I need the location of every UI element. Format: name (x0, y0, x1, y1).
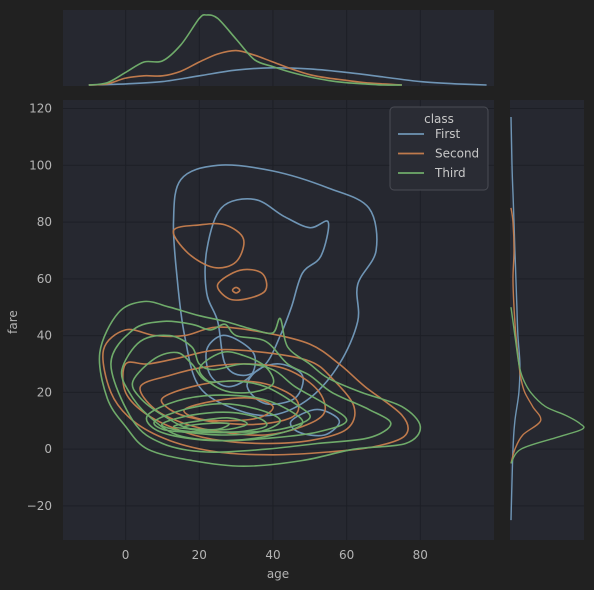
contour-first (204, 198, 330, 377)
y-axis-label: fare (6, 310, 20, 334)
contour-third (98, 300, 422, 467)
contour-third (153, 402, 282, 436)
contour-second (216, 268, 268, 301)
marginal-y-curve-first (510, 116, 521, 521)
x-tick-label: 0 (122, 548, 130, 562)
legend-label: Third (434, 166, 466, 180)
y-tick-label: −20 (27, 499, 52, 513)
marginal-y-curve-third (510, 307, 585, 464)
legend-title: class (424, 112, 454, 126)
right-marginal-curves (510, 116, 585, 521)
contour-second (122, 348, 356, 445)
x-tick-label: 80 (413, 548, 428, 562)
top-marginal-curves (88, 13, 487, 86)
y-tick-label: 80 (37, 215, 52, 229)
x-tick-label: 60 (339, 548, 354, 562)
contour-third (198, 350, 275, 394)
contour-first (246, 363, 304, 406)
contour-third (183, 422, 230, 431)
contour-third (145, 394, 304, 442)
y-tick-label: 0 (44, 442, 52, 456)
contour-first (289, 408, 341, 437)
legend: class First Second Third (389, 106, 489, 191)
tick-labels: 0 20 40 60 80 −20 0 20 40 60 80 100 120 (27, 102, 428, 562)
y-tick-label: 60 (37, 272, 52, 286)
contour-third (161, 411, 268, 434)
y-tick-label: 40 (37, 329, 52, 343)
legend-label: First (435, 127, 461, 141)
x-tick-label: 20 (192, 548, 207, 562)
y-tick-label: 20 (37, 385, 52, 399)
top-marginal-panel (63, 10, 494, 86)
x-tick-label: 40 (265, 548, 280, 562)
marginal-x-curve-first (88, 66, 487, 86)
right-marginal-panel (510, 100, 584, 540)
legend-box (389, 106, 489, 191)
y-tick-label: 120 (29, 102, 52, 116)
x-axis-label: age (267, 567, 289, 581)
y-tick-label: 100 (29, 158, 52, 172)
contour-second (102, 326, 409, 456)
marginal-x-curve-second (88, 49, 402, 86)
marginal-y-curve-second (510, 207, 542, 464)
kde-contours (98, 164, 422, 467)
contour-third (110, 320, 392, 453)
marginal-x-curve-third (88, 13, 402, 86)
contour-second (172, 222, 245, 269)
contour-first (205, 334, 257, 388)
legend-label: Second (435, 147, 479, 161)
contour-second (231, 286, 241, 294)
contour-third (120, 334, 348, 442)
